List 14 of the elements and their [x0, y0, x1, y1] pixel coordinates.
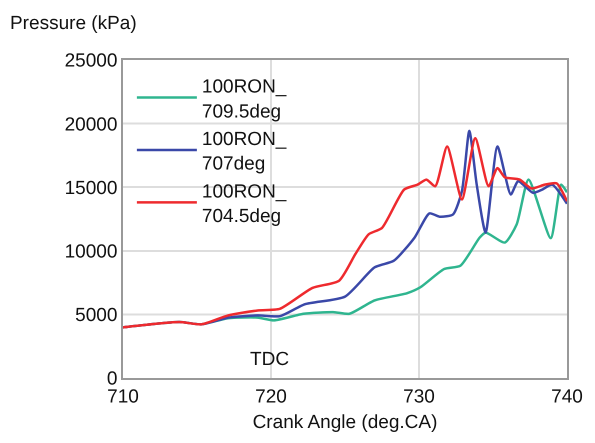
y-tick-label: 5000 [75, 305, 118, 326]
y-tick-label: 10000 [64, 241, 118, 262]
x-axis-title: Crank Angle (deg.CA) [252, 412, 438, 433]
y-tick-label: 25000 [64, 50, 118, 72]
legend-label: 100RON_ 707deg [202, 129, 287, 175]
legend-label: 100RON_ 709.5deg [202, 76, 287, 122]
annotation: TDC [250, 349, 290, 370]
x-tick-label: 730 [403, 386, 435, 408]
x-tick-label: 720 [255, 386, 287, 408]
y-tick-label: 15000 [64, 178, 118, 199]
y-axis-title: Pressure (kPa) [10, 13, 137, 34]
x-tick-label: 740 [551, 386, 583, 408]
y-tick-label: 20000 [64, 114, 118, 136]
legend-label: 100RON_ 704.5deg [202, 181, 287, 228]
